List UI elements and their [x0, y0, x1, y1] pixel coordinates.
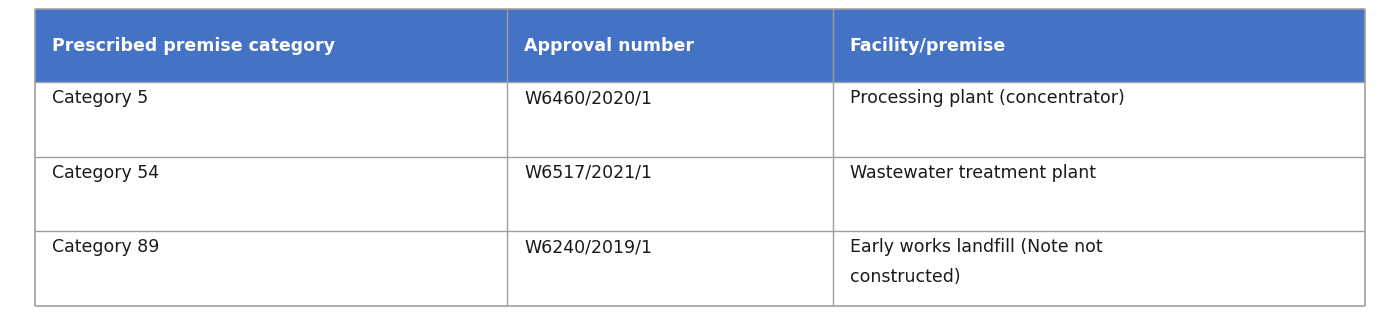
Bar [833, 9, 1365, 82]
Bar [833, 231, 1365, 306]
Text: Early works landfill (Note not
constructed): Early works landfill (Note not construct… [850, 238, 1102, 286]
Text: W6460/2020/1: W6460/2020/1 [524, 89, 652, 107]
Text: Category 89: Category 89 [52, 238, 160, 256]
Bar [507, 231, 833, 306]
Text: Category 5: Category 5 [52, 89, 148, 107]
Text: Category 54: Category 54 [52, 164, 160, 182]
Bar [35, 82, 507, 157]
Text: Prescribed premise category: Prescribed premise category [52, 37, 335, 55]
Text: Processing plant (concentrator): Processing plant (concentrator) [850, 89, 1124, 107]
Text: Approval number: Approval number [524, 37, 694, 55]
Bar [507, 9, 833, 82]
Text: Wastewater treatment plant: Wastewater treatment plant [850, 164, 1096, 182]
Bar [35, 9, 507, 82]
Bar [35, 231, 507, 306]
Text: W6517/2021/1: W6517/2021/1 [524, 164, 652, 182]
Bar [507, 82, 833, 157]
Bar [833, 157, 1365, 231]
Text: Facility/premise: Facility/premise [850, 37, 1007, 55]
Bar [833, 82, 1365, 157]
Bar [35, 157, 507, 231]
Text: W6240/2019/1: W6240/2019/1 [524, 238, 652, 256]
Bar [507, 157, 833, 231]
